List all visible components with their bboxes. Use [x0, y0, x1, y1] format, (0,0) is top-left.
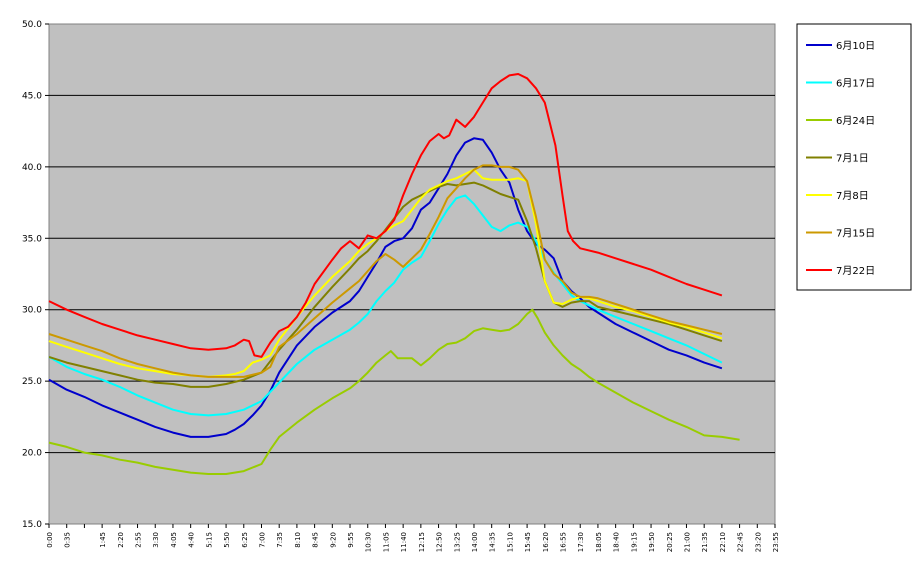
x-tick-label: 19:50: [648, 532, 656, 552]
series-line-4: [48, 181, 723, 388]
y-tick-label: 50.0: [22, 20, 42, 30]
x-tick-label: 12:15: [418, 532, 426, 552]
y-tick-label: 45.0: [22, 91, 42, 101]
x-tick-label: 2:20: [117, 532, 125, 548]
x-tick-label: 17:30: [577, 532, 585, 552]
x-tick-label: 14:00: [471, 532, 479, 552]
x-tick-label: 21:35: [701, 532, 709, 552]
x-tick-label: 20:25: [666, 532, 674, 552]
series-line-7: [48, 73, 723, 358]
series-line-3: [48, 308, 740, 475]
x-tick-label: 3:30: [152, 532, 160, 548]
x-tick-label: 11:40: [400, 532, 408, 552]
y-tick-label: 20.0: [22, 449, 42, 459]
x-tick-label: 12:50: [436, 532, 444, 552]
x-tick-label: 7:00: [258, 532, 266, 548]
x-tick-label: 4:05: [170, 532, 178, 548]
legend: 6月10日 6月17日 6月24日 7月1日 7月8日 7月15日 7月22日: [806, 40, 875, 277]
x-tick-label: 19:15: [630, 532, 638, 552]
legend-label: 6月24日: [836, 115, 875, 127]
legend-label: 7月8日: [836, 190, 869, 202]
x-tick-label: 5:15: [205, 532, 213, 548]
x-tick-label: 9:55: [347, 532, 355, 548]
series-line-6: [48, 164, 723, 378]
legend-label: 7月15日: [836, 228, 875, 240]
x-tick-label: 15:45: [524, 532, 532, 552]
legend-label: 7月1日: [836, 153, 869, 165]
x-tick-label: 11:05: [382, 532, 390, 552]
x-tick-label: 1:45: [99, 532, 107, 548]
x-tick-label: 15:10: [506, 532, 514, 552]
x-tick-label: 6:25: [241, 532, 249, 548]
x-tick-label: 9:20: [329, 532, 337, 548]
x-tick-label: 21:00: [683, 532, 691, 552]
legend-label: 7月22日: [836, 265, 875, 277]
x-tick-label: 23:55: [772, 532, 780, 552]
y-tick-label: 35.0: [22, 234, 42, 244]
y-axis-ticks: 15.0 20.0 25.0 30.0 35.0 40.0 45.0 50.0: [22, 20, 49, 530]
x-tick-label: 0:35: [64, 532, 72, 548]
x-tick-label: 18:05: [595, 532, 603, 552]
x-axis-ticks: 0:00 0:35 1:45 2:20 2:55 3:30 4:05 4:40 5:15 5:50…: [46, 524, 780, 552]
x-tick-label: 16:20: [542, 532, 550, 552]
x-tick-label: 5:50: [223, 532, 231, 548]
legend-label: 6月10日: [836, 40, 875, 52]
x-tick-label: 16:55: [560, 532, 568, 552]
y-tick-label: 15.0: [22, 520, 42, 530]
y-tick-label: 25.0: [22, 377, 42, 387]
x-tick-label: 22:10: [719, 532, 727, 552]
y-tick-label: 40.0: [22, 163, 42, 173]
legend-label: 6月17日: [836, 78, 875, 90]
x-tick-label: 7:35: [276, 532, 284, 548]
y-tick-label: 30.0: [22, 306, 42, 316]
x-tick-label: 2:55: [135, 532, 143, 548]
x-tick-label: 0:00: [46, 532, 54, 548]
plot-area: [48, 23, 776, 525]
x-tick-label: 22:45: [737, 532, 745, 552]
series-lines: [48, 73, 740, 475]
x-tick-label: 14:35: [489, 532, 497, 552]
x-tick-label: 10:30: [365, 532, 373, 552]
x-tick-label: 8:10: [294, 532, 302, 548]
gridlines: [49, 94, 775, 454]
x-tick-label: 13:25: [453, 532, 461, 552]
x-tick-label: 8:45: [312, 532, 320, 548]
x-tick-label: 23:20: [754, 532, 762, 552]
x-tick-label: 4:40: [188, 532, 196, 548]
x-tick-label: 18:40: [613, 532, 621, 552]
